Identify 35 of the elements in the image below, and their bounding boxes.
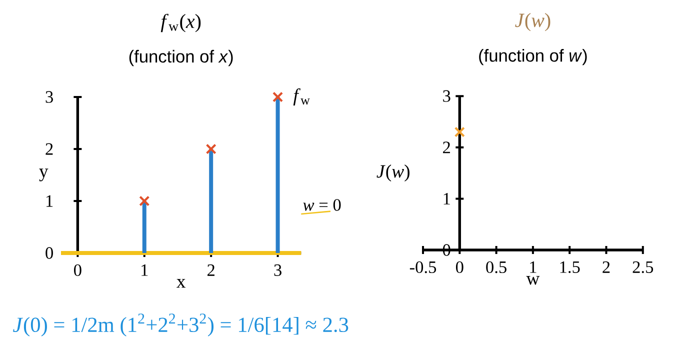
point bbox=[206, 144, 216, 154]
y-tick-label: 2 bbox=[443, 142, 450, 154]
x-tick-label: 2 bbox=[207, 264, 214, 276]
x-tick-label: 0.5 bbox=[486, 261, 506, 274]
y-tick-label: 1 bbox=[444, 192, 450, 204]
x-axis-title: x bbox=[176, 279, 186, 288]
y-tick-label: 1 bbox=[46, 195, 53, 207]
y-tick-label: 2 bbox=[46, 143, 53, 155]
series-label: f$_{w}$ bbox=[293, 88, 310, 106]
point bbox=[272, 92, 284, 102]
bar bbox=[209, 148, 214, 253]
point bbox=[139, 196, 150, 206]
y-axis-title: y bbox=[39, 168, 48, 182]
y-tick-label: 0 bbox=[46, 247, 53, 259]
x-axis-title: w bbox=[526, 276, 540, 285]
bar bbox=[276, 96, 280, 253]
x-tick-label: 3 bbox=[274, 264, 282, 276]
x-tick-label: 2.5 bbox=[632, 261, 654, 274]
bar bbox=[142, 200, 146, 253]
chart-title: f$_{w}$(x) bbox=[160, 14, 201, 32]
chart-subtitle: (function of x) bbox=[129, 50, 233, 66]
x-tick-label: 1.5 bbox=[560, 261, 580, 274]
x-tick-label: 1 bbox=[142, 264, 148, 276]
text: J(0) = 1/2m (1$^{2}$+2$^{2}$+3$^{2}$) = 1/6[14] ≈ 2.3 bbox=[13, 314, 348, 336]
y-axis-title: J(w) bbox=[376, 164, 410, 182]
y-tick-label: 3 bbox=[46, 91, 53, 103]
x-tick-label: 2 bbox=[602, 261, 610, 273]
x-tick-label: 0 bbox=[456, 261, 464, 274]
chart-subtitle: (function of w) bbox=[479, 49, 587, 66]
ref-line-label: w = 0 bbox=[303, 199, 341, 211]
chart-title: J(w) bbox=[515, 13, 550, 32]
x-tick-label: -0.5 bbox=[410, 261, 436, 274]
x-tick-label: 1 bbox=[530, 261, 536, 273]
y-tick-label: 3 bbox=[443, 90, 450, 102]
x-tick-label: 0 bbox=[74, 264, 82, 276]
